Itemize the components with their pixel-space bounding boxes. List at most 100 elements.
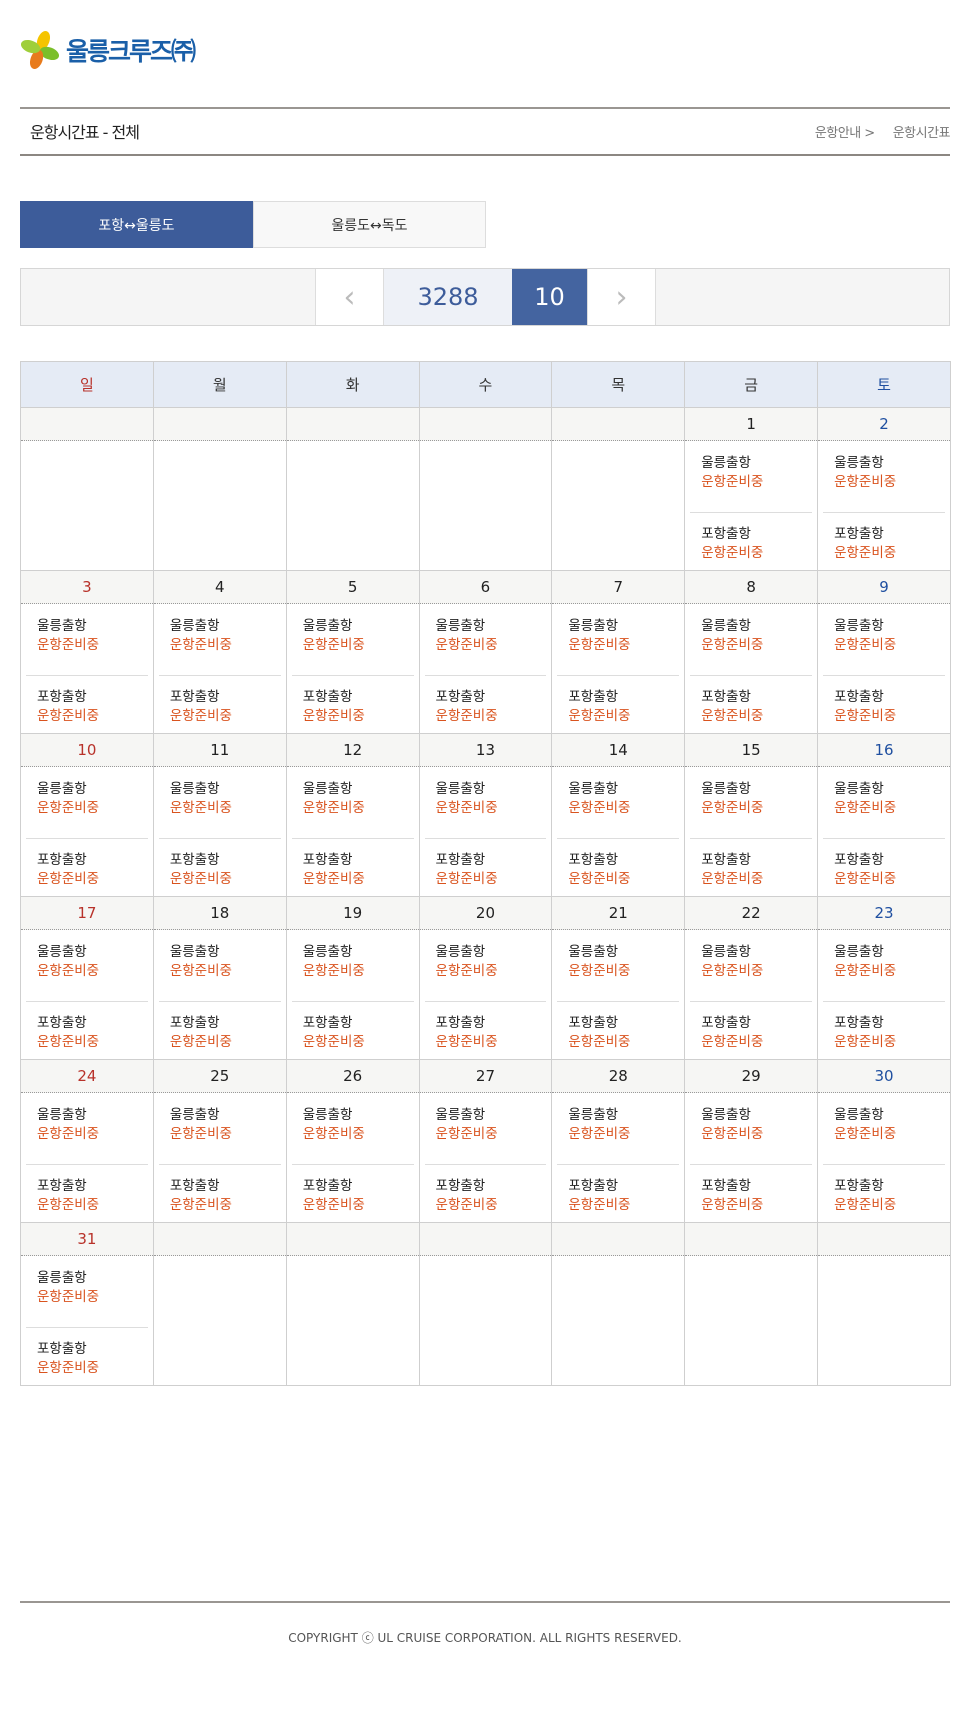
- sailing-entry[interactable]: 울릉출항 운항준비중: [425, 617, 547, 663]
- tab-pohang-ulleungdo[interactable]: 포항↔울릉도: [20, 201, 253, 248]
- sailing-entry[interactable]: 울릉출항 운항준비중: [557, 1106, 679, 1152]
- sailing-entry[interactable]: 울릉출항 운항준비중: [823, 454, 945, 500]
- sailing-entry[interactable]: 포항출항 운항준비중: [557, 1001, 680, 1059]
- sailing-entry[interactable]: 울릉출항 운항준비중: [690, 617, 812, 663]
- sailing-entry[interactable]: 포항출항 운항준비중: [557, 1164, 680, 1222]
- sailing-entry[interactable]: 포항출항 운항준비중: [26, 675, 148, 733]
- sailing-entry[interactable]: 울릉출항 운항준비중: [823, 1106, 945, 1152]
- sailing-entry[interactable]: 울릉출항 운항준비중: [159, 1106, 281, 1152]
- sailing-entry[interactable]: 포항출항 운항준비중: [158, 1164, 281, 1222]
- sailing-entry[interactable]: 포항출항 운항준비중: [823, 1001, 945, 1059]
- next-month-button[interactable]: ›: [587, 269, 656, 325]
- sailing-entry[interactable]: 포항출항 운항준비중: [26, 1164, 148, 1222]
- sailing-entry[interactable]: 포항출항 운항준비중: [823, 838, 945, 896]
- sailing-entry[interactable]: 포항출항 운항준비중: [424, 675, 547, 733]
- sailing-entry[interactable]: 울릉출항 운항준비중: [292, 1106, 414, 1152]
- sailing-entry[interactable]: 울릉출항 운항준비중: [823, 943, 945, 989]
- logo[interactable]: 울릉크루즈㈜: [20, 30, 196, 70]
- sailing-entry[interactable]: 포항출항 운항준비중: [424, 1164, 547, 1222]
- sailing-entry[interactable]: 포항출항 운항준비중: [424, 838, 547, 896]
- breadcrumb-item[interactable]: 운항안내 >: [814, 126, 875, 141]
- sailing-entry[interactable]: 포항출항 운항준비중: [158, 1001, 281, 1059]
- sailing-entry[interactable]: 포항출항 운항준비중: [690, 1001, 813, 1059]
- sailing-entry[interactable]: 울릉출항 운항준비중: [292, 780, 414, 826]
- sailing-entry[interactable]: 울릉출항 운항준비중: [557, 780, 679, 826]
- sailing-entry[interactable]: 포항출항 운항준비중: [26, 1001, 148, 1059]
- breadcrumb-item[interactable]: 운항시간표: [892, 126, 951, 141]
- sailing-entry[interactable]: 포항출항 운항준비중: [26, 838, 148, 896]
- sailing-entry[interactable]: 울릉출항 운항준비중: [425, 780, 547, 826]
- sailing-entry[interactable]: 울릉출항 운항준비중: [26, 617, 148, 663]
- tab-ulleungdo-dokdo[interactable]: 울릉도↔독도: [253, 201, 486, 248]
- sailing-entry[interactable]: 포항출항 운항준비중: [158, 838, 281, 896]
- sailing-entry[interactable]: 울릉출항 운항준비중: [159, 780, 281, 826]
- sailing-entry[interactable]: 울릉출항 운항준비중: [26, 1269, 148, 1315]
- sailing-entry[interactable]: 울릉출항 운항준비중: [823, 780, 945, 826]
- sailing-entry[interactable]: 울릉출항 운항준비중: [425, 1106, 547, 1152]
- sailing-entry[interactable]: 울릉출항 운항준비중: [557, 617, 679, 663]
- sailing-entry[interactable]: 울릉출항 운항준비중: [690, 1106, 812, 1152]
- sailing-entry[interactable]: 울릉출항 운항준비중: [557, 943, 679, 989]
- sailing-entry[interactable]: 울릉출항 운항준비중: [26, 1106, 148, 1152]
- sailing-entry[interactable]: 울릉출항 운항준비중: [26, 943, 148, 989]
- sailing-entry[interactable]: 포항출항 운항준비중: [291, 1164, 414, 1222]
- sailing-entry[interactable]: 포항출항 운항준비중: [26, 1327, 148, 1385]
- sailing-entry[interactable]: 포항출항 운항준비중: [823, 1164, 945, 1222]
- sailing-entry[interactable]: 울릉출항 운항준비중: [292, 617, 414, 663]
- sailing-entry[interactable]: 포항출항 운항준비중: [690, 1164, 813, 1222]
- sailing-entry[interactable]: 포항출항 운항준비중: [823, 512, 945, 570]
- sailing-entry[interactable]: 포항출항 운항준비중: [424, 1001, 547, 1059]
- sailing-entry[interactable]: 포항출항 운항준비중: [557, 838, 680, 896]
- sailing-entry[interactable]: 울릉출항 운항준비중: [690, 454, 812, 500]
- sailing-entry[interactable]: 울릉출항 운항준비중: [690, 780, 812, 826]
- sailing-entry[interactable]: 포항출항 운항준비중: [690, 838, 813, 896]
- sailing-entry[interactable]: 포항출항 운항준비중: [690, 512, 813, 570]
- prev-month-button[interactable]: ‹: [315, 269, 384, 325]
- sailing-entry[interactable]: 울릉출항 운항준비중: [159, 943, 281, 989]
- sailing-entry[interactable]: 포항출항 운항준비중: [557, 675, 680, 733]
- sailing-entry[interactable]: 울릉출항 운항준비중: [690, 943, 812, 989]
- sailing-entry[interactable]: 포항출항 운항준비중: [690, 675, 813, 733]
- sailing-entry[interactable]: 포항출항 운항준비중: [823, 675, 945, 733]
- sailing-entry[interactable]: 울릉출항 운항준비중: [292, 943, 414, 989]
- sailing-entry[interactable]: 울릉출항 운항준비중: [26, 780, 148, 826]
- sailing-entry[interactable]: 울릉출항 운항준비중: [425, 943, 547, 989]
- sailing-entry[interactable]: 울릉출항 운항준비중: [159, 617, 281, 663]
- sailing-entry[interactable]: 포항출항 운항준비중: [291, 1001, 414, 1059]
- sailing-entry[interactable]: 포항출항 운항준비중: [291, 675, 414, 733]
- sailing-entry[interactable]: 포항출항 운항준비중: [291, 838, 414, 896]
- sailing-entry[interactable]: 포항출항 운항준비중: [158, 675, 281, 733]
- sailing-entry[interactable]: 울릉출항 운항준비중: [823, 617, 945, 663]
